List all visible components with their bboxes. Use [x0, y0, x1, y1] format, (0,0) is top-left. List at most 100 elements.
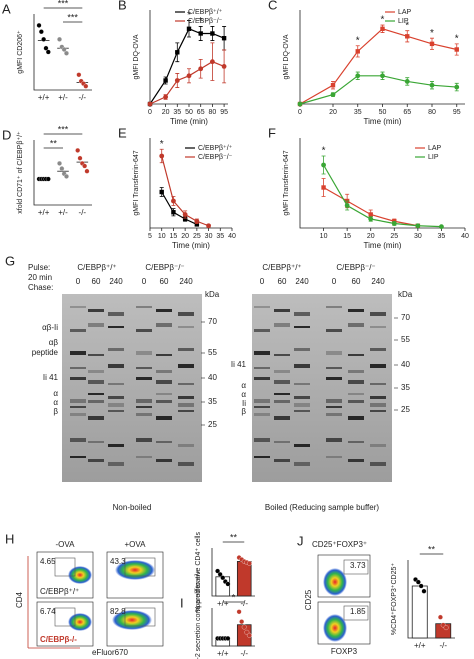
gel-band	[254, 377, 270, 380]
band-label: Ii 41	[43, 373, 59, 382]
band-label: α	[53, 389, 58, 398]
group-label: C/EBPβ⁺/⁺	[77, 263, 116, 272]
point	[330, 83, 336, 88]
point	[415, 579, 421, 585]
marker-label: 70	[401, 313, 410, 322]
x-axis-label: eFluor670	[92, 648, 129, 657]
point	[221, 64, 227, 69]
significance: *	[455, 33, 459, 44]
pulse-time: 20 min	[28, 273, 52, 282]
gel-band	[178, 364, 194, 368]
gel-band	[136, 329, 152, 332]
x-tick-label: 35	[438, 233, 446, 240]
gel-band	[178, 312, 194, 316]
marker-label: 25	[208, 420, 217, 429]
kda-label: kDa	[205, 290, 220, 299]
panel-letter: D	[2, 127, 11, 142]
gel-band	[88, 380, 104, 384]
gel-band	[70, 329, 86, 332]
gel-band	[294, 410, 310, 412]
marker-label: 55	[208, 348, 217, 357]
point	[321, 162, 326, 168]
point	[147, 101, 153, 107]
gel-band	[254, 438, 270, 442]
gel-band	[136, 456, 152, 458]
panel-letter: H	[5, 531, 14, 546]
gel-band	[294, 364, 310, 368]
gel-band	[326, 413, 342, 416]
x-tick-label: 10	[320, 233, 328, 240]
x-axis-label: Time (min)	[364, 117, 402, 126]
point	[41, 36, 47, 42]
gel-band	[88, 441, 104, 443]
gel-band	[254, 399, 270, 403]
gel-band	[178, 410, 194, 412]
gel-band	[326, 456, 342, 458]
band-label: αβ-Ii	[42, 323, 58, 332]
point	[171, 198, 176, 204]
point	[429, 82, 435, 88]
gel-band	[294, 383, 310, 385]
gel-band	[156, 416, 172, 420]
marker-label: 35	[208, 397, 217, 406]
pulse-label: Pulse:	[28, 263, 50, 272]
y-axis-label: % proliferative CD4⁺ cells	[195, 532, 202, 612]
gel-band	[370, 403, 386, 407]
x-tick-label: 80	[428, 109, 436, 116]
point	[380, 26, 385, 31]
point	[418, 583, 424, 589]
point	[194, 222, 200, 227]
lane-label: 60	[160, 277, 169, 286]
series-line	[323, 164, 442, 228]
gel-band	[294, 396, 310, 399]
gel-band	[178, 462, 194, 466]
gel-band	[348, 400, 364, 403]
gel-band	[274, 309, 290, 312]
gel-band	[370, 396, 386, 399]
axis	[33, 14, 92, 91]
x-tick-label: 95	[220, 109, 228, 116]
point	[36, 22, 42, 28]
marker-label: 35	[401, 383, 410, 392]
lane-label: 0	[260, 277, 265, 286]
y-axis-label: gMFI CD206⁺	[17, 30, 24, 74]
kda-label: kDa	[398, 290, 413, 299]
gel-band	[156, 380, 172, 384]
lane-label: 240	[179, 277, 193, 286]
y-axis-label: gMFI Transferrin-647	[133, 150, 140, 215]
gel-band	[274, 416, 290, 420]
gel-band	[108, 312, 124, 316]
x-tick-label: +/+	[38, 208, 50, 217]
gel-band	[88, 393, 104, 395]
point	[159, 189, 164, 195]
gel-band	[156, 323, 172, 327]
gel-band	[136, 438, 152, 442]
significance: **	[428, 544, 436, 554]
point	[221, 36, 227, 41]
x-tick-label: 80	[209, 109, 217, 116]
x-axis-label: Time (min)	[170, 117, 208, 126]
lane-label: 60	[92, 277, 101, 286]
gel-band	[294, 444, 310, 447]
genotype-label: C/EBPβ-/-	[40, 635, 77, 644]
significance: ***	[58, 124, 69, 134]
gel-band	[88, 416, 104, 420]
series-line	[149, 28, 225, 105]
gel-band	[88, 400, 104, 403]
significance: *	[430, 28, 434, 39]
y-axis-label: gMFI DQ-OVA	[283, 34, 290, 79]
point	[246, 632, 252, 638]
lane-label: 0	[332, 277, 337, 286]
marker-label: 40	[401, 360, 410, 369]
gel-band	[254, 413, 270, 416]
series-line	[299, 28, 457, 105]
column-label: +OVA	[125, 540, 147, 549]
gel-band	[326, 377, 342, 380]
point	[225, 635, 231, 641]
gel-band	[348, 323, 364, 327]
panel-letter: E	[118, 125, 127, 140]
gel-band	[108, 383, 124, 385]
gel-band	[70, 351, 86, 355]
x-axis-label: FOXP3	[331, 647, 358, 656]
gel-band	[294, 312, 310, 316]
